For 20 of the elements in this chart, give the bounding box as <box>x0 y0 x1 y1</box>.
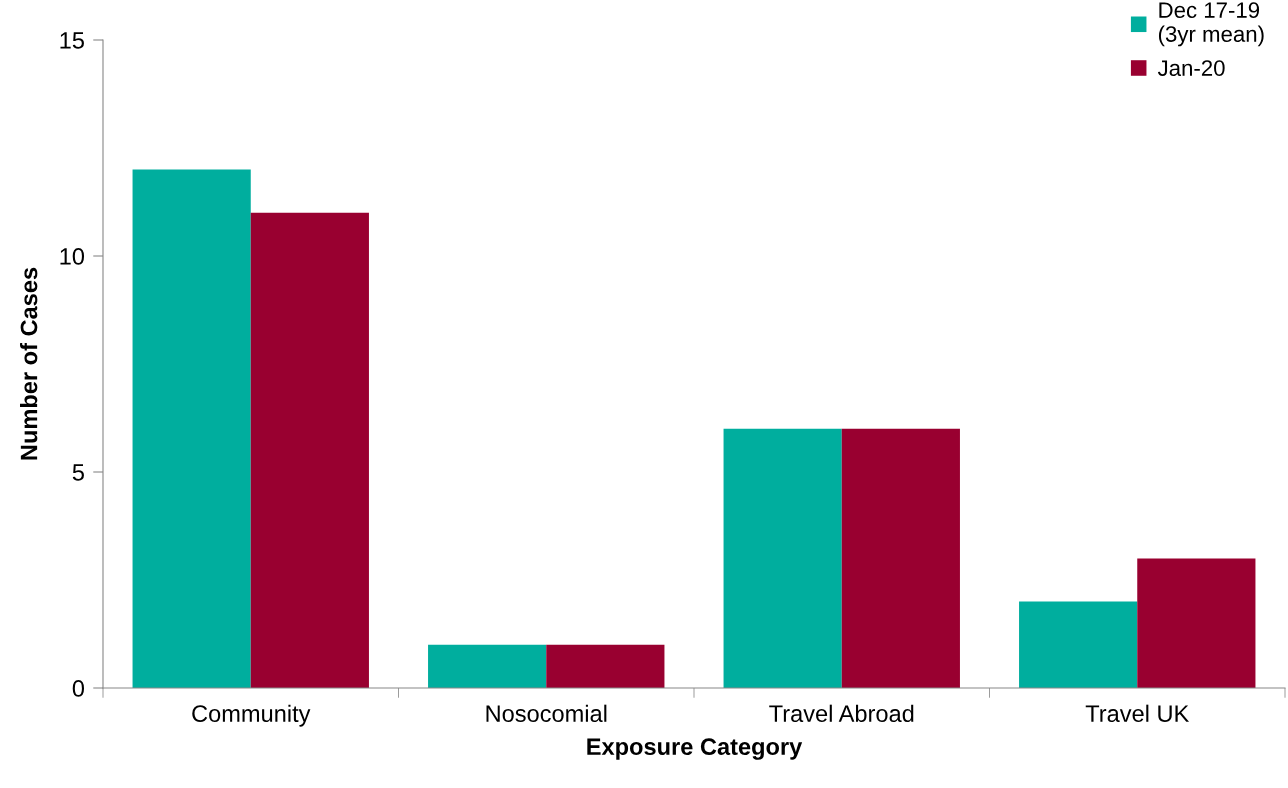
bar <box>428 644 547 688</box>
bar <box>250 212 369 688</box>
bar <box>132 169 251 688</box>
y-tick-label: 5 <box>72 464 84 481</box>
legend-label: Dec 17-19 (3yr mean) <box>1158 2 1264 47</box>
bar <box>1019 601 1138 688</box>
bar <box>546 644 665 688</box>
y-axis-title: Number of Cases <box>20 267 38 460</box>
legend-label: Jan-20 <box>1157 60 1225 76</box>
y-tick-label: 15 <box>60 32 84 49</box>
x-tick-label: Travel UK <box>1085 704 1190 723</box>
y-tick-label: 0 <box>72 680 85 697</box>
x-axis-title: Exposure Category <box>587 738 803 760</box>
y-tick-label: 10 <box>60 248 85 265</box>
bar <box>1137 558 1256 688</box>
bar <box>723 428 842 688</box>
x-tick-label: Community <box>192 704 311 727</box>
bar <box>841 428 960 688</box>
x-tick-label: Nosocomial <box>486 704 607 723</box>
x-tick-label: Travel Abroad <box>769 704 914 723</box>
